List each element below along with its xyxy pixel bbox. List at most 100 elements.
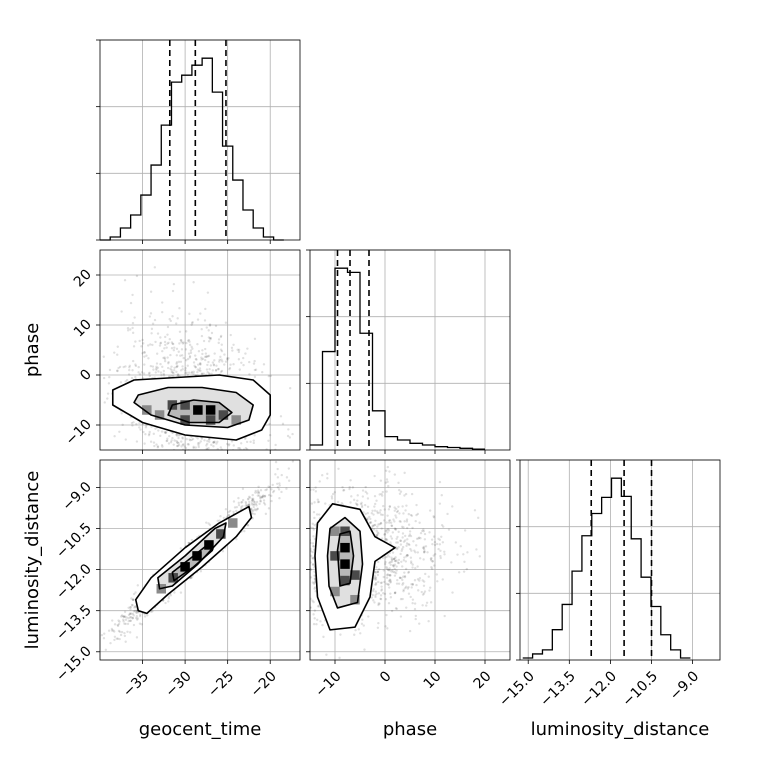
sample-point <box>366 505 370 508</box>
sample-point <box>399 490 403 493</box>
sample-point <box>403 520 406 523</box>
sample-point <box>267 485 270 488</box>
sample-point <box>386 573 389 577</box>
sample-point <box>191 322 194 325</box>
sample-point <box>170 374 173 378</box>
sample-point <box>175 365 179 368</box>
sample-point <box>375 529 378 532</box>
sample-point <box>202 372 206 375</box>
sample-point <box>359 502 363 506</box>
sample-point <box>306 615 308 617</box>
sample-point <box>250 501 254 505</box>
sample-point <box>160 430 164 433</box>
sample-point <box>169 594 173 597</box>
sample-point <box>304 531 306 533</box>
sample-point <box>177 443 181 447</box>
sample-point <box>136 618 139 621</box>
sample-point <box>387 519 391 522</box>
sample-point <box>176 444 179 448</box>
sample-point <box>406 538 409 541</box>
sample-point <box>164 601 167 605</box>
sample-point <box>177 441 180 445</box>
sample-point <box>156 366 160 369</box>
sample-point <box>247 503 251 506</box>
sample-point <box>415 544 418 547</box>
sample-point <box>251 503 254 506</box>
sample-point <box>305 572 307 574</box>
sample-point <box>126 326 130 330</box>
sample-point <box>417 589 420 592</box>
sample-point <box>382 569 385 572</box>
sample-point <box>394 514 397 517</box>
sample-point <box>132 623 136 627</box>
sample-point <box>149 450 151 452</box>
sample-point <box>94 382 96 384</box>
sample-point <box>395 507 398 511</box>
histogram-geocent_time <box>100 57 284 241</box>
sample-point <box>194 365 197 369</box>
sample-point <box>440 494 443 497</box>
sample-point <box>392 570 395 574</box>
sample-point <box>397 505 400 508</box>
sample-point <box>177 436 180 440</box>
sample-point <box>317 500 321 503</box>
sample-point <box>199 454 201 456</box>
sample-point <box>415 503 418 507</box>
sample-point <box>376 525 379 528</box>
sample-point <box>397 582 401 585</box>
sample-point <box>388 519 392 522</box>
sample-point <box>124 365 127 368</box>
sample-point <box>189 349 193 352</box>
sample-point <box>415 513 418 517</box>
density-cell <box>154 410 165 420</box>
sample-point <box>204 347 207 351</box>
sample-point <box>418 579 421 582</box>
sample-point <box>280 490 283 494</box>
sample-point <box>135 636 139 639</box>
sample-point <box>355 503 359 506</box>
sample-point <box>179 360 183 363</box>
sample-point <box>454 541 458 544</box>
sample-point <box>147 433 151 437</box>
sample-point <box>304 494 306 496</box>
sample-point <box>212 441 215 444</box>
sample-point <box>393 591 397 595</box>
sample-point <box>171 315 174 318</box>
sample-point <box>420 590 423 594</box>
sample-point <box>173 366 176 369</box>
sample-point <box>389 596 393 599</box>
sample-point <box>374 595 377 599</box>
sample-point <box>374 519 377 522</box>
sample-point <box>150 332 153 335</box>
sample-point <box>317 605 321 608</box>
sample-point <box>253 500 256 504</box>
sample-point <box>237 503 241 507</box>
sample-point <box>262 363 266 366</box>
sample-point <box>395 607 399 611</box>
sample-point <box>118 637 121 641</box>
sample-point <box>306 583 308 585</box>
sample-point <box>256 507 259 510</box>
sample-point <box>211 369 215 372</box>
sample-point <box>399 552 402 556</box>
sample-point <box>409 560 413 563</box>
sample-point <box>402 590 405 593</box>
sample-point <box>187 541 190 545</box>
sample-point <box>243 437 247 440</box>
sample-point <box>415 537 419 541</box>
sample-point <box>259 496 262 499</box>
sample-point <box>374 581 378 585</box>
sample-point <box>208 323 212 326</box>
sample-point <box>373 571 377 574</box>
sample-point <box>232 510 235 514</box>
sample-point <box>196 457 198 459</box>
sample-point <box>194 366 197 369</box>
sample-point <box>135 611 138 615</box>
sample-point <box>208 440 211 444</box>
sample-point <box>389 592 392 595</box>
sample-point <box>175 362 178 365</box>
sample-point <box>409 513 413 517</box>
sample-point <box>210 443 213 447</box>
sample-point <box>225 442 229 446</box>
sample-point <box>159 342 162 345</box>
